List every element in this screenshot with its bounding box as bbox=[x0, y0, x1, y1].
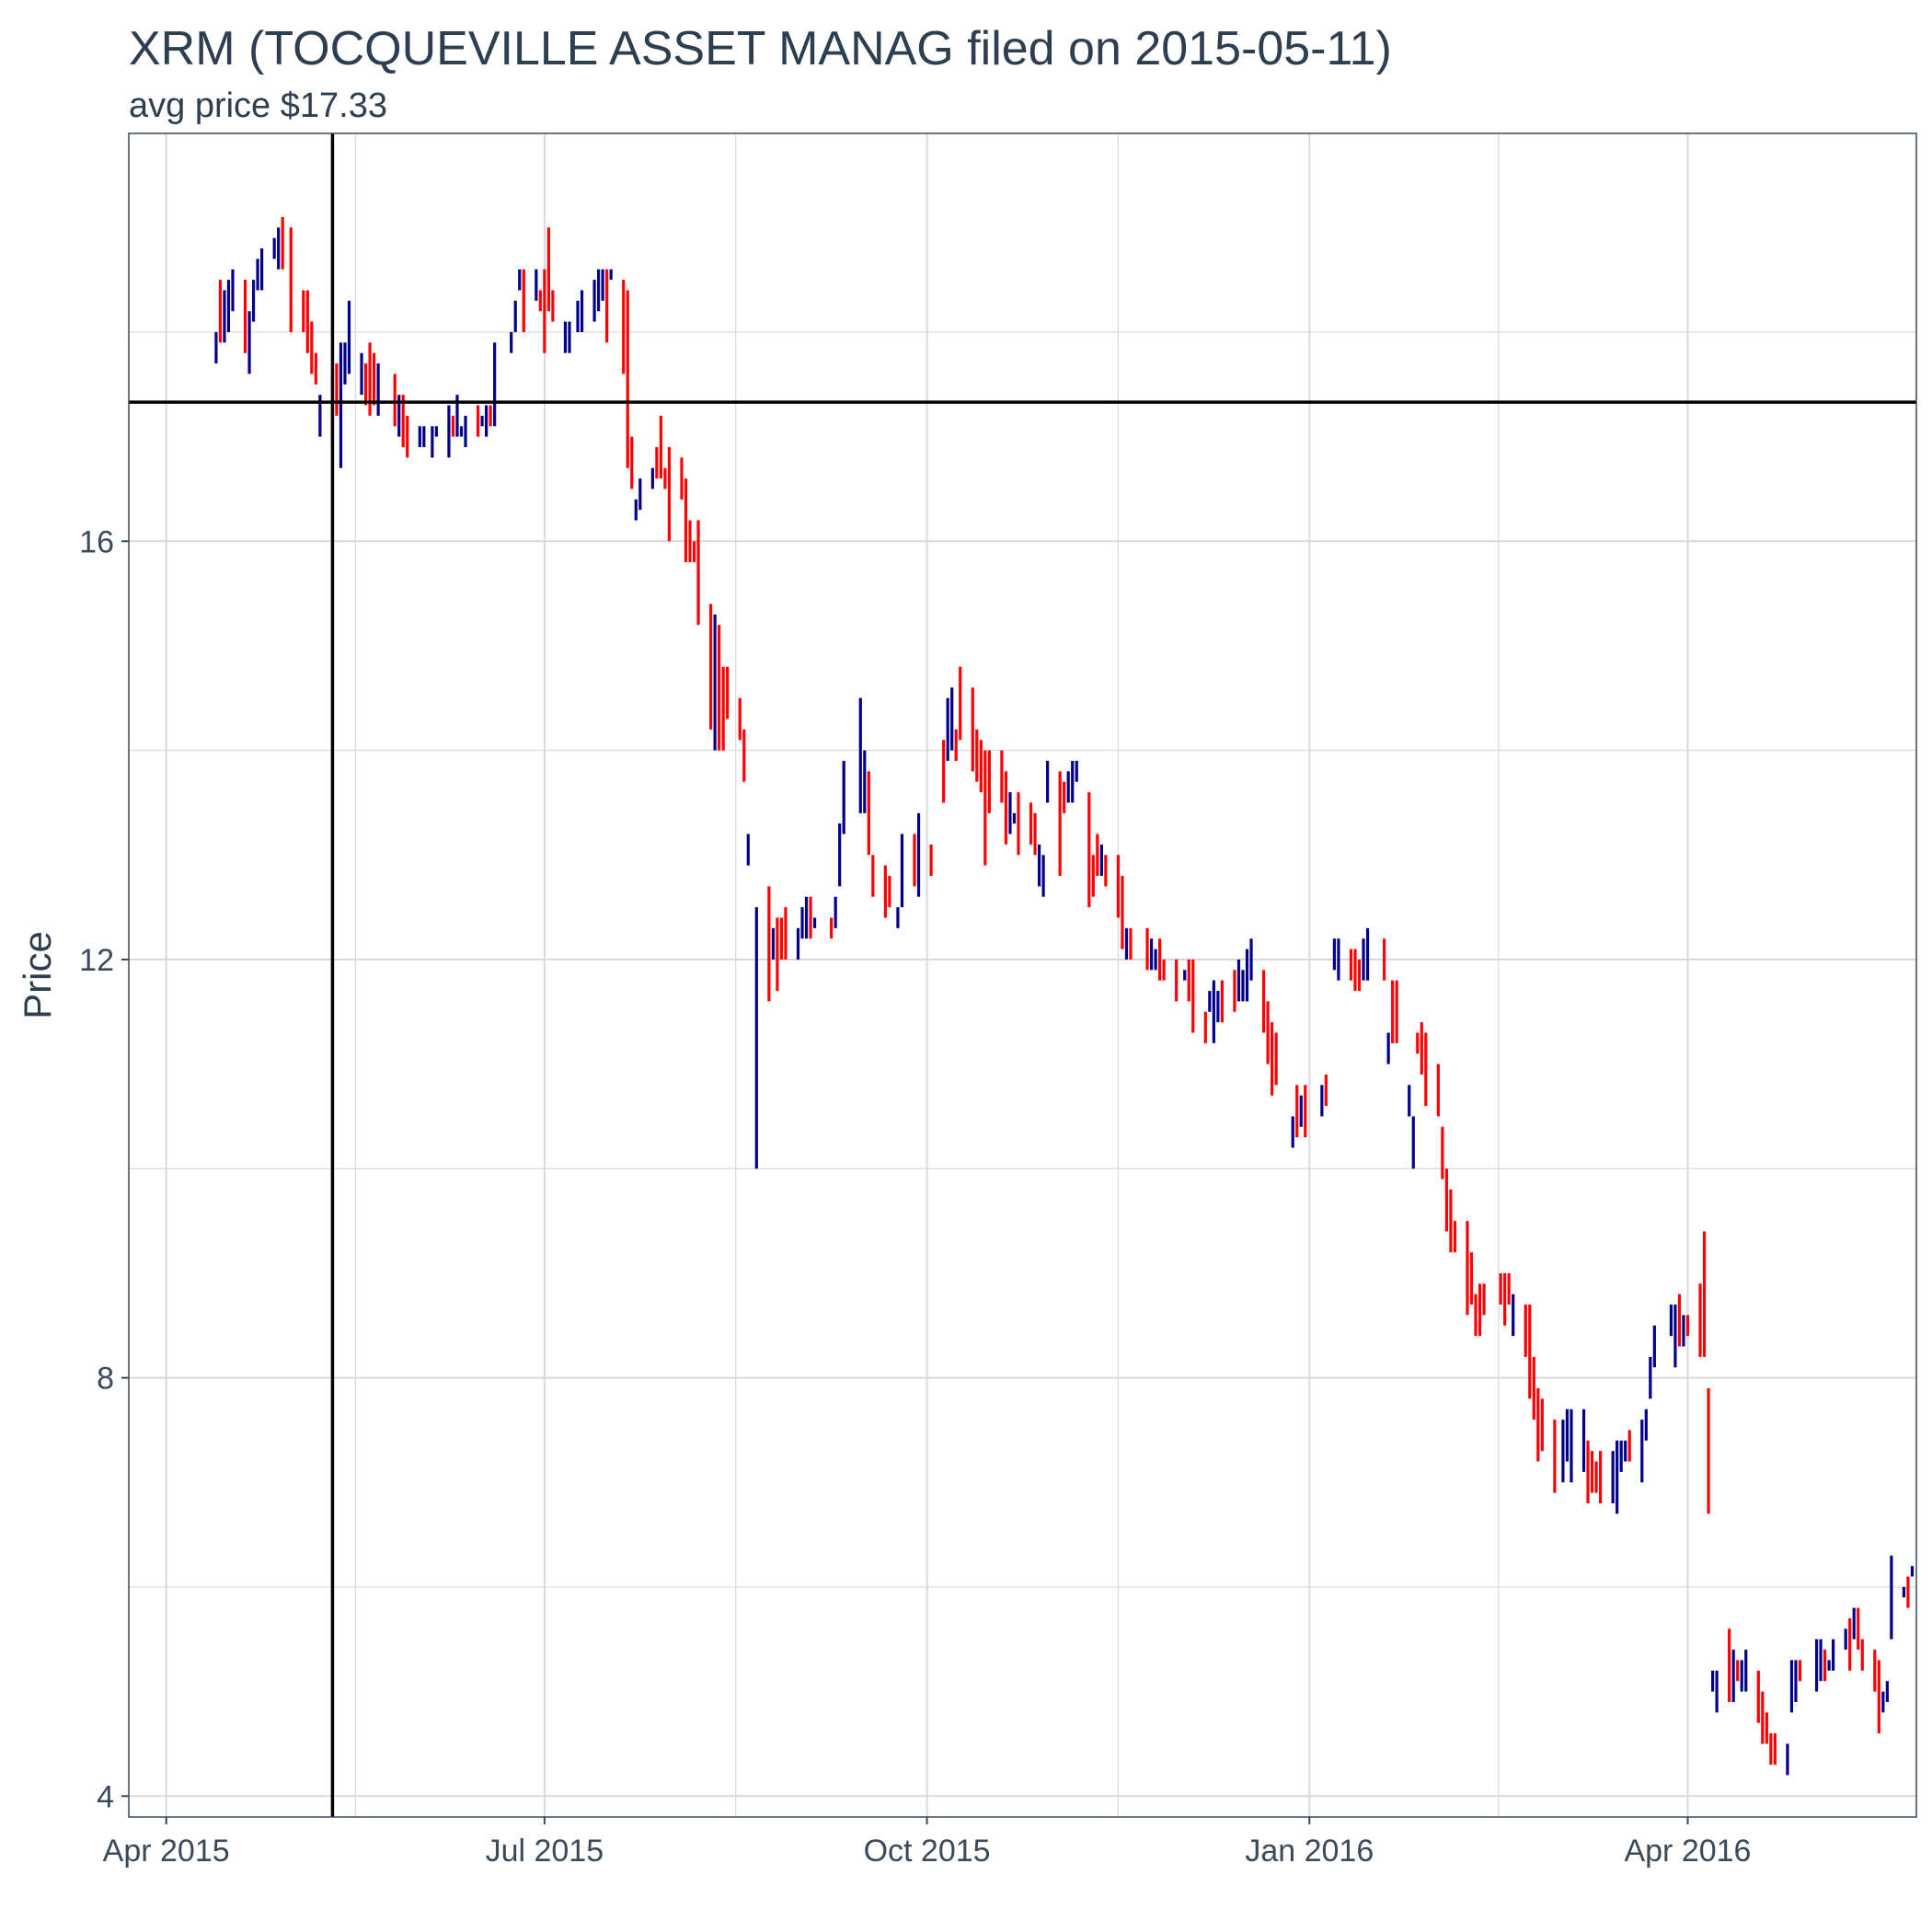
chart-subtitle: avg price $17.33 bbox=[129, 86, 387, 125]
gridlines bbox=[129, 133, 1916, 1817]
x-tick-label: Jan 2016 bbox=[1245, 1834, 1374, 1869]
chart-title: XRM (TOCQUEVILLE ASSET MANAG filed on 20… bbox=[129, 22, 1392, 75]
x-tick-label: Apr 2015 bbox=[103, 1834, 230, 1869]
axis-ticks: 4 8 12 16 Apr 2015 Jul 2015 Oct 2015 Jan 2016 Ap… bbox=[79, 524, 1751, 1869]
x-tick-label: Oct 2015 bbox=[864, 1834, 991, 1869]
y-axis-label: Price bbox=[16, 931, 59, 1019]
y-tick-label: 12 bbox=[79, 943, 114, 978]
y-tick-label: 4 bbox=[97, 1779, 114, 1814]
x-tick-label: Apr 2016 bbox=[1624, 1834, 1751, 1869]
y-tick-label: 8 bbox=[97, 1362, 114, 1397]
y-tick-label: 16 bbox=[79, 524, 114, 559]
reference-lines bbox=[129, 133, 1916, 1817]
x-tick-label: Jul 2015 bbox=[486, 1834, 604, 1869]
price-bars bbox=[214, 216, 1915, 1776]
plot-border bbox=[128, 132, 1917, 1818]
